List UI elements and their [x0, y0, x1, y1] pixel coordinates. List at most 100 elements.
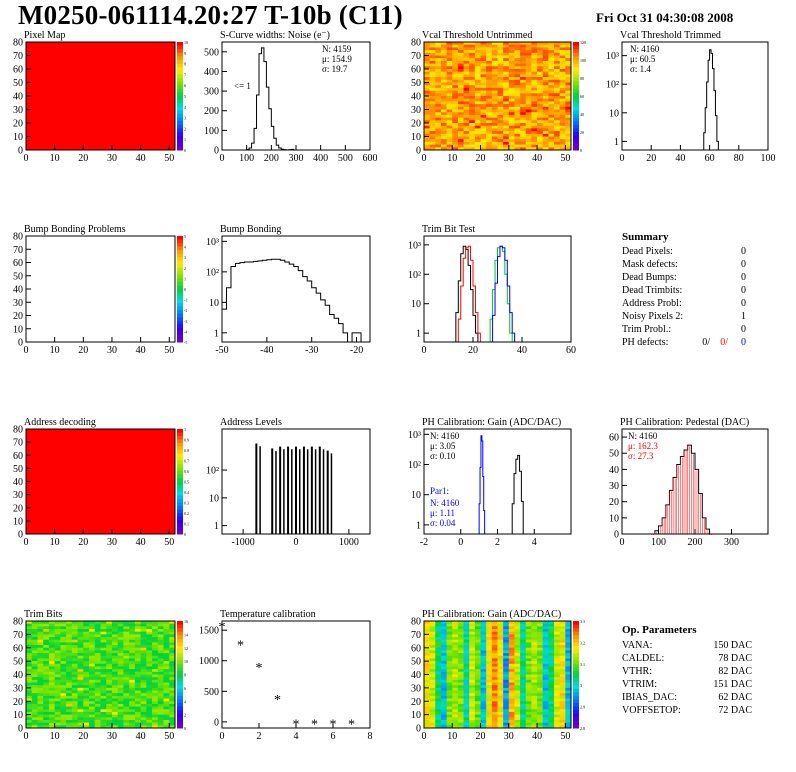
heatmap-cell	[491, 714, 498, 718]
heatmap-cell	[163, 701, 170, 705]
heatmap-cell	[134, 722, 142, 726]
heatmap-cell	[163, 631, 170, 635]
heatmap-cell	[440, 66, 448, 70]
heatmap-cell	[157, 645, 165, 649]
heatmap-cell	[508, 639, 515, 643]
heatmap-cell	[66, 671, 73, 675]
heatmap-cell	[503, 139, 510, 143]
heatmap-cell	[66, 714, 73, 718]
heatmap-cell	[480, 677, 487, 681]
heatmap-cell	[457, 703, 465, 708]
heatmap-cell	[520, 128, 527, 132]
heatmap-cell	[565, 719, 572, 724]
heatmap-cell	[48, 639, 56, 643]
heatmap-cell	[469, 690, 476, 694]
colorbar-segment	[177, 327, 183, 332]
bar	[322, 449, 325, 534]
x-tick-label: 60	[566, 345, 576, 356]
heatmap-cell	[100, 637, 107, 641]
heatmap-cell	[486, 85, 493, 89]
heatmap-cell	[474, 101, 482, 105]
heatmap-cell	[94, 706, 101, 710]
heatmap-cell	[163, 687, 170, 692]
heatmap-cell	[435, 114, 442, 119]
heatmap-cell	[100, 706, 107, 710]
heatmap-cell	[446, 147, 453, 151]
heatmap-cell	[520, 93, 527, 97]
heatmap-cell	[559, 128, 566, 132]
heatmap-cell	[429, 629, 436, 633]
heatmap-cell	[54, 682, 61, 686]
colorbar-segment	[177, 49, 183, 54]
heatmap-cell	[37, 677, 44, 681]
heatmap-cell	[169, 709, 176, 713]
heatmap-cell	[497, 131, 504, 135]
colorbar-segment	[177, 306, 183, 311]
colorbar-segment	[573, 642, 579, 647]
heatmap-cell	[157, 634, 165, 638]
heatmap-cell	[446, 626, 453, 630]
heatmap-cell	[531, 112, 538, 116]
heatmap-cell	[469, 717, 476, 721]
heatmap-cell	[440, 114, 448, 119]
heatmap-cell	[429, 42, 436, 46]
heatmap-cell	[140, 653, 147, 657]
heatmap-cell	[106, 621, 113, 625]
heatmap-cell	[37, 645, 44, 649]
heatmap-cell	[497, 74, 504, 78]
heatmap-cell	[531, 658, 538, 662]
heatmap-cell	[565, 42, 572, 46]
colorbar-segment	[573, 139, 579, 144]
stats-line: μ: 154.9	[322, 54, 352, 64]
heatmap-cell	[452, 44, 459, 48]
heatmap-cell	[129, 647, 136, 651]
heatmap-cell	[77, 679, 84, 684]
heatmap-cell	[435, 693, 442, 697]
heatmap-cell	[537, 112, 544, 116]
heatmap-cell	[514, 144, 521, 148]
heatmap-cell	[54, 685, 61, 689]
heatmap-cell	[480, 666, 487, 670]
heatmap-cell	[48, 722, 56, 726]
heatmap-cell	[123, 685, 130, 689]
heatmap-cell	[435, 669, 442, 673]
heatmap-cell	[463, 77, 470, 81]
heatmap-cell	[60, 722, 67, 726]
heatmap-cell	[508, 109, 515, 113]
heatmap-cell	[66, 690, 73, 694]
heatmap-cell	[542, 725, 549, 729]
heatmap-cell	[89, 698, 96, 702]
y-tick-label: 10	[411, 490, 421, 501]
colorbar-segment	[177, 446, 183, 451]
heatmap-cell	[134, 717, 142, 721]
heatmap-cell	[429, 709, 436, 713]
heatmap-cell	[486, 703, 493, 708]
heatmap-cell	[491, 112, 498, 116]
colorbar-segment	[573, 685, 579, 690]
heatmap-cell	[129, 637, 136, 641]
heatmap-cell	[474, 52, 482, 56]
heatmap-cell	[429, 637, 436, 641]
colorbar-segment	[177, 317, 183, 322]
heatmap-cell	[463, 725, 470, 729]
chart-ph-gain: PH Calibration: Gain (ADC/DAC)-2 0 2 411010…	[408, 417, 572, 548]
y-tick-label: 1	[416, 329, 421, 340]
y-tick-label: 80	[411, 617, 421, 628]
heatmap-cell	[457, 682, 465, 686]
heatmap-cell	[163, 642, 170, 646]
heatmap-cell	[111, 634, 119, 638]
heatmap-cell	[77, 631, 84, 635]
heatmap-cell	[491, 623, 498, 627]
heatmap-cell	[542, 706, 549, 710]
heatmap-cell	[117, 650, 124, 654]
heatmap-cell	[497, 128, 504, 132]
y-tick-label: 10	[609, 108, 619, 119]
heatmap-cell	[480, 52, 487, 56]
heatmap-cell	[440, 71, 448, 75]
heatmap-cell	[66, 677, 73, 681]
heatmap-cell	[94, 621, 101, 625]
colorbar-label: 3.1	[580, 662, 585, 667]
heatmap-cell	[146, 682, 153, 686]
heatmap-cell	[457, 74, 465, 78]
heatmap-cell	[486, 639, 493, 643]
